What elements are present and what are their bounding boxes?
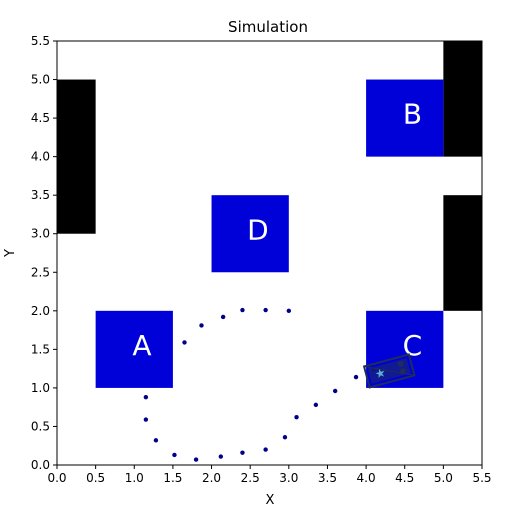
path-point: [294, 415, 299, 420]
path-point: [240, 307, 245, 313]
region-label-a: A: [132, 329, 151, 362]
axes: 0.0 0.5 1.0 1.5 2.0 2.5 3.0 3.5 4.0 4.5 5.0 5.5 0.0 0…: [31, 34, 492, 485]
path-point: [282, 435, 288, 440]
path-point: [220, 314, 226, 320]
y-tick-label: 4.0: [31, 150, 50, 164]
region-label-b: B: [403, 98, 422, 131]
y-tick-label: 3.0: [31, 227, 50, 241]
y-tick-label: 0.5: [31, 419, 50, 433]
x-tick-label: 4.0: [357, 471, 376, 485]
region-label-d: D: [247, 213, 269, 246]
path-point: [172, 452, 177, 458]
obstacle-3: [443, 195, 482, 311]
path-point: [199, 323, 204, 328]
region-d: [211, 195, 289, 273]
y-axis-label: Y: [3, 249, 18, 258]
robot: ★: [362, 353, 416, 389]
x-tick-label: 3.0: [279, 471, 298, 485]
y-tick-label: 2.0: [31, 304, 50, 318]
path-point: [240, 450, 245, 455]
path-point: [313, 402, 319, 408]
obstacle-2: [443, 41, 482, 157]
y-tick-label: 1.0: [31, 381, 50, 395]
region-label-c: C: [403, 329, 423, 362]
path-point: [182, 340, 187, 345]
x-tick-label: 5.0: [434, 471, 453, 485]
path-point: [263, 447, 268, 452]
y-tick-label: 3.5: [31, 188, 50, 202]
robot-wheel: [397, 360, 404, 367]
x-tick-label: 1.5: [163, 471, 182, 485]
y-tick-label: 2.5: [31, 265, 50, 279]
region-b: [366, 79, 444, 157]
robot-diag: [363, 366, 415, 376]
x-tick-label: 3.5: [318, 471, 337, 485]
x-tick-label: 5.5: [472, 471, 491, 485]
axes-frame: [56, 40, 483, 466]
chart-title: Simulation: [228, 18, 308, 36]
robot-wheel: [399, 368, 406, 375]
x-tick-label: 2.5: [241, 471, 260, 485]
region-a: [95, 310, 173, 388]
path-point: [143, 394, 149, 400]
path-point: [153, 438, 159, 443]
x-tick-label: 2.0: [202, 471, 221, 485]
obstacle-1: [57, 79, 96, 234]
y-tick-label: 0.0: [31, 458, 50, 472]
y-tick-label: 1.5: [31, 342, 50, 356]
path-point: [263, 307, 268, 313]
path-point: [353, 374, 359, 380]
y-tick-label: 4.5: [31, 111, 50, 125]
path-point: [143, 417, 149, 422]
y-tick-label: 5.5: [31, 34, 50, 48]
x-tick-label: 0.0: [47, 471, 66, 485]
path-point: [286, 308, 292, 314]
plot-area: A B C D ★: [57, 41, 482, 462]
robot-body: [362, 353, 416, 389]
path-point: [332, 388, 338, 394]
x-tick-label: 0.5: [86, 471, 105, 485]
y-tick-label: 5.0: [31, 73, 50, 87]
x-tick-label: 4.5: [395, 471, 414, 485]
path-point: [193, 457, 199, 462]
path-point: [218, 454, 224, 459]
x-axis-label: X: [266, 493, 275, 508]
robot-marker-icon: ★: [373, 365, 387, 381]
x-tick-label: 1.0: [125, 471, 144, 485]
